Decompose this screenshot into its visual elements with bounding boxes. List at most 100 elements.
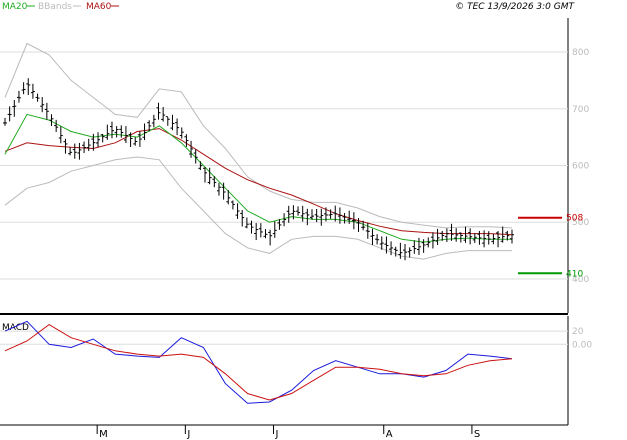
legend-ma20: MA20 [2, 2, 28, 12]
price-bar [389, 241, 394, 256]
price-bar [7, 106, 12, 122]
price-bar [30, 83, 35, 99]
price-bar [435, 228, 440, 246]
price-bar [119, 125, 124, 138]
price-bar [426, 237, 431, 248]
price-bar [337, 207, 342, 224]
price-bar [398, 242, 403, 259]
ma20-line [4, 113, 512, 243]
price-bar [21, 82, 26, 95]
price-bar [86, 138, 91, 152]
price-bar [291, 205, 296, 220]
price-bar [277, 219, 282, 230]
x-tick-label: S [474, 429, 480, 440]
price-bar [49, 114, 54, 126]
macd-y-tick-labels: 200.00 [572, 327, 592, 350]
x-tick-label: A [386, 429, 393, 440]
price-bar [356, 218, 361, 232]
price-bar [454, 228, 459, 242]
bollinger-lower-line [4, 156, 512, 260]
price-bar [133, 137, 138, 146]
price-bar [151, 114, 156, 128]
price-bar [26, 78, 31, 96]
price-bar [40, 97, 45, 113]
macd-y-tick-label: 20 [572, 327, 584, 337]
price-bar [393, 246, 398, 257]
price-bar [342, 213, 347, 224]
resistance-level-label: 508 [566, 214, 583, 224]
price-bar [305, 208, 310, 226]
price-bar [296, 206, 301, 216]
price-bar [319, 208, 324, 226]
price-bar [328, 209, 333, 219]
price-bar [444, 228, 449, 242]
price-bar [333, 205, 338, 222]
price-bar [147, 120, 152, 132]
price-bar [486, 231, 491, 245]
price-bar [230, 200, 235, 210]
price-bar [63, 138, 68, 154]
price-bar [161, 107, 166, 122]
price-bar [440, 230, 445, 241]
price-bar [258, 223, 263, 238]
price-bar [226, 190, 231, 205]
x-tick-label: M [99, 429, 108, 440]
price-bar [72, 143, 77, 159]
price-bar [407, 247, 412, 258]
price-bar [54, 119, 59, 132]
x-tick-label: J [275, 429, 279, 440]
price-bar [449, 223, 454, 241]
price-bar [96, 132, 101, 148]
price-bar [282, 213, 287, 227]
macd-y-tick-label: 0.00 [572, 340, 592, 350]
price-bar [309, 209, 314, 220]
price-bar [137, 131, 142, 147]
price-y-tick-label: 500 [572, 218, 589, 228]
signal-line [4, 323, 513, 401]
price-bar [412, 240, 417, 254]
price-bar [300, 205, 305, 222]
x-tick-label: J [186, 429, 190, 440]
price-bar [35, 93, 40, 102]
macd-pane-series [4, 320, 513, 404]
price-y-tick-label: 400 [572, 275, 589, 285]
ma60-line [4, 128, 513, 236]
price-bar [375, 234, 380, 245]
price-bar [272, 221, 277, 238]
price-bar [500, 226, 505, 243]
price-bar [128, 132, 133, 147]
price-bar [458, 232, 463, 243]
price-bar [463, 226, 468, 243]
price-bar [505, 230, 510, 241]
price-bar [403, 244, 408, 261]
price-bar [165, 116, 170, 126]
price-bar [286, 205, 291, 223]
price-bar [175, 118, 180, 136]
price-bar [314, 208, 319, 223]
price-bar [477, 230, 482, 245]
price-bar [249, 220, 254, 234]
price-gridlines [0, 51, 568, 280]
support-level-label: 410 [566, 269, 583, 279]
price-bar [416, 237, 421, 255]
price-bar [482, 230, 487, 248]
price-bar [156, 102, 161, 120]
price-y-tick-labels: 400 500 600 700 800 [572, 48, 589, 285]
price-bar [370, 228, 375, 246]
price-bar [254, 223, 259, 241]
price-y-tick-label: 600 [572, 162, 589, 172]
price-bar [203, 166, 208, 183]
price-pane-series [4, 42, 513, 260]
price-bar [114, 126, 119, 138]
legend-ma60: MA60 [86, 2, 112, 12]
price-bar [472, 233, 477, 243]
price-bar [244, 217, 249, 229]
price-bar [496, 231, 501, 248]
price-bar [216, 182, 221, 196]
copyright-text: © TEC 13/9/2026 3:0 GMT [455, 2, 575, 12]
price-bar [170, 114, 175, 131]
price-levels: 508 410 [518, 214, 583, 279]
price-bar [235, 203, 240, 219]
price-bar [323, 207, 328, 222]
